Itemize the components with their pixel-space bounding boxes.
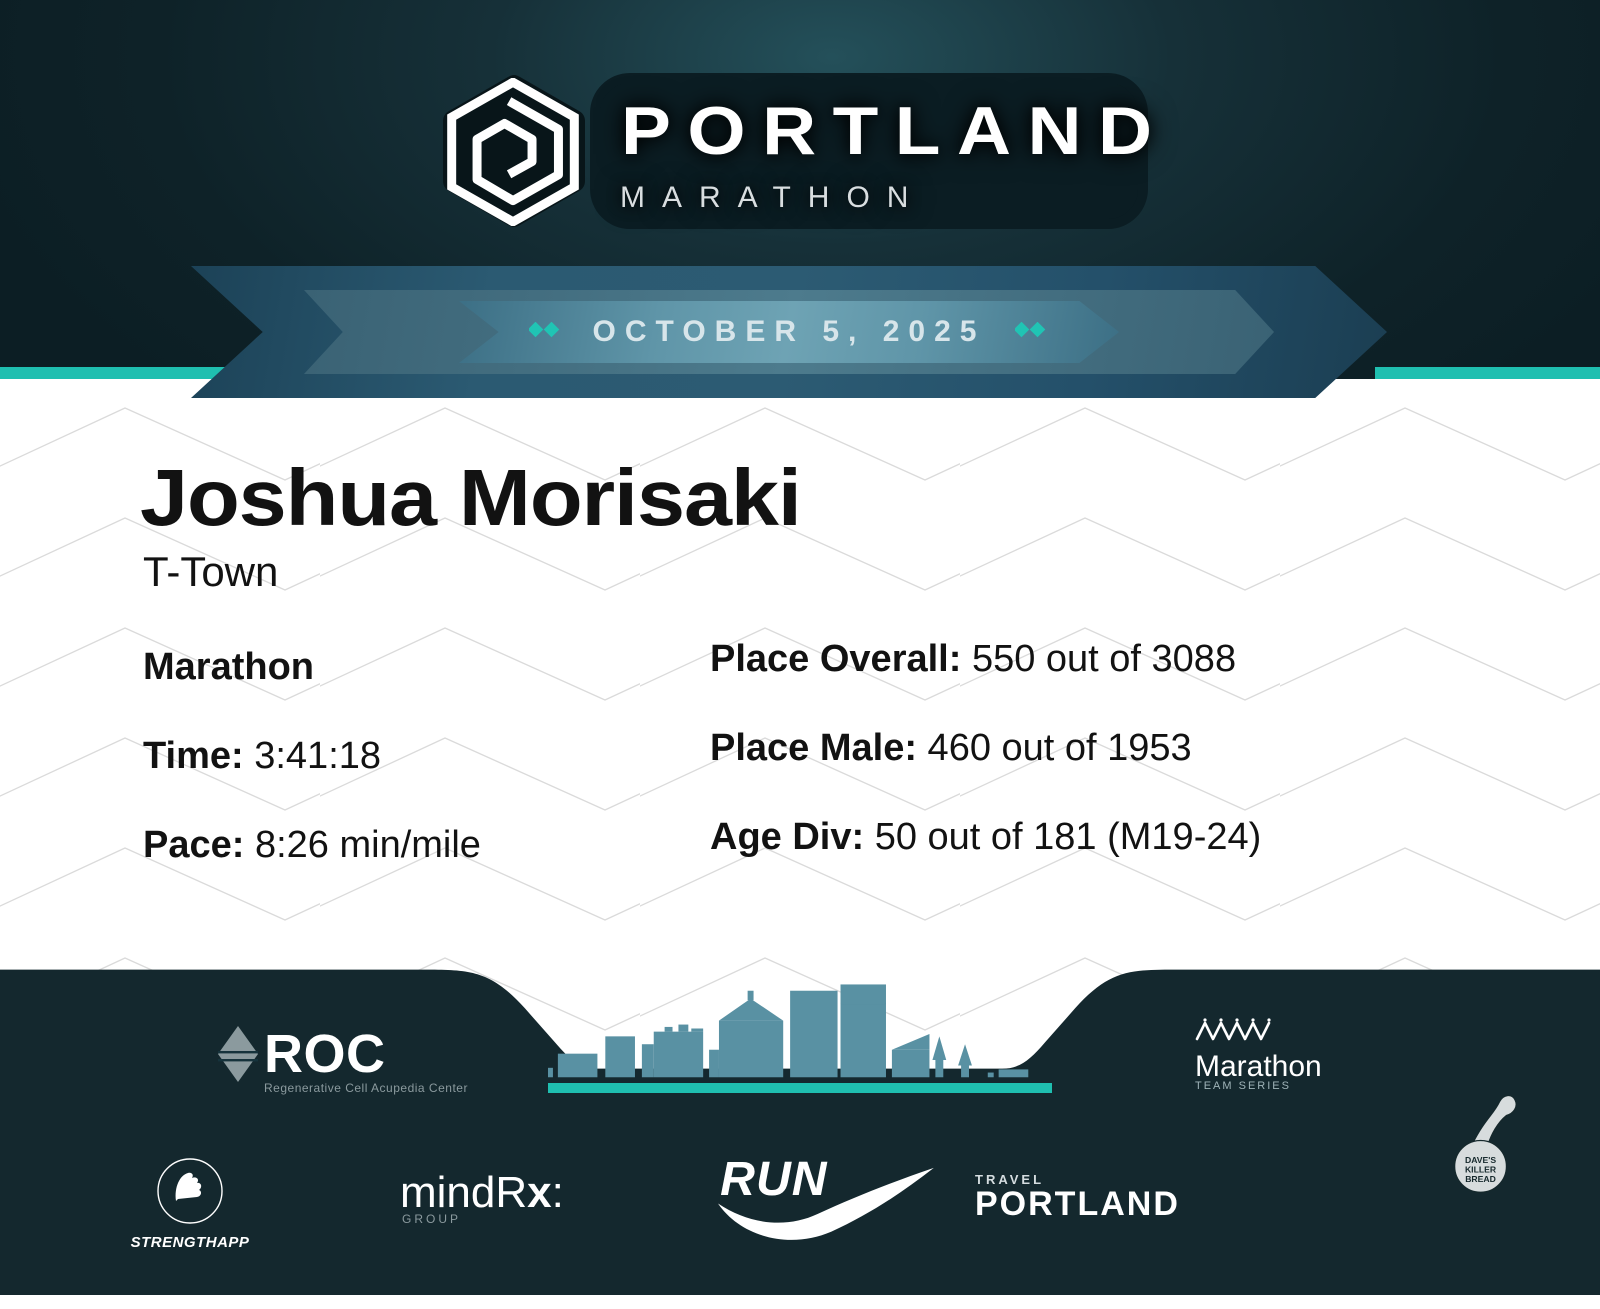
svg-text:BREAD: BREAD <box>1465 1174 1496 1184</box>
svg-text:KILLER: KILLER <box>1464 1164 1496 1174</box>
svg-text:RUN: RUN <box>720 1153 828 1206</box>
svg-text:DAVE'S: DAVE'S <box>1464 1155 1495 1165</box>
